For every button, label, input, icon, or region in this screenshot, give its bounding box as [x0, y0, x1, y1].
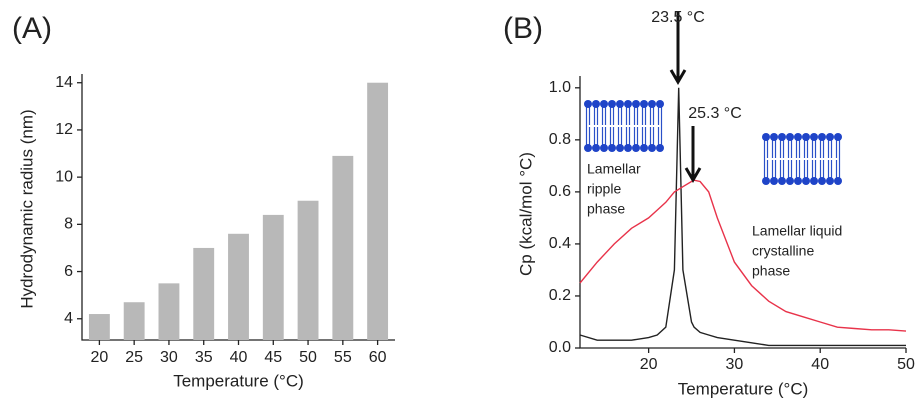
- bar: [228, 233, 249, 340]
- x-axis-label: Temperature (°C): [678, 379, 809, 398]
- annotation: crystalline: [752, 243, 814, 259]
- arrow-head: [684, 167, 702, 183]
- lipid-head: [632, 100, 640, 108]
- lipid-head: [624, 144, 632, 152]
- y-axis-label: Hydrodynamic radius (nm): [17, 109, 36, 308]
- y-tick-label: 1.0: [549, 79, 571, 96]
- lipid-head: [584, 144, 592, 152]
- arrow-head: [669, 69, 687, 85]
- lipid-head: [794, 177, 802, 185]
- x-tick-label: 30: [726, 356, 744, 373]
- lipid-head: [770, 133, 778, 141]
- panel-label: (A): [12, 12, 52, 45]
- lipid-head: [834, 133, 842, 141]
- y-tick-label: 0.8: [549, 131, 571, 148]
- lipid-head: [786, 133, 794, 141]
- lipid-head: [778, 177, 786, 185]
- y-tick-label: 0.0: [549, 339, 571, 356]
- lipid-head: [802, 177, 810, 185]
- bar: [88, 314, 110, 340]
- series-line: [579, 179, 907, 332]
- lipid-head: [592, 144, 600, 152]
- y-tick-label: 10: [55, 168, 73, 185]
- lipid-head: [794, 133, 802, 141]
- x-tick-label: 25: [125, 349, 143, 366]
- axes: [81, 74, 395, 341]
- x-tick-label: 40: [811, 356, 829, 373]
- lipid-head: [616, 100, 624, 108]
- lipid-head: [600, 144, 608, 152]
- annotation: Lamellar liquid: [752, 223, 842, 239]
- y-axis-label: Cp (kcal/mol °C): [516, 152, 535, 276]
- lipid-head: [656, 144, 664, 152]
- annotation: 23.5 °C: [651, 9, 705, 26]
- lipid-head: [762, 177, 770, 185]
- y-tick-label: 0.2: [549, 287, 571, 304]
- lipid-head: [818, 133, 826, 141]
- y-tick-label: 4: [64, 310, 73, 327]
- annotation: phase: [752, 263, 790, 279]
- lipid-head: [834, 177, 842, 185]
- bar: [193, 247, 215, 340]
- x-tick-label: 50: [299, 349, 317, 366]
- lipid-head: [608, 100, 616, 108]
- lipid-head: [810, 177, 818, 185]
- annotation: Lamellar: [587, 161, 641, 177]
- x-tick-label: 20: [90, 349, 108, 366]
- y-tick-label: 6: [64, 263, 73, 280]
- x-tick-label: 40: [230, 349, 248, 366]
- series-line: [579, 87, 906, 347]
- lipid-head: [802, 133, 810, 141]
- lipid-head: [640, 100, 648, 108]
- x-axis-label: Temperature (°C): [173, 371, 304, 390]
- lipid-head: [600, 100, 608, 108]
- lipid-head: [584, 100, 592, 108]
- lipid-head: [648, 100, 656, 108]
- lipid-head: [624, 100, 632, 108]
- lipid-head: [778, 133, 786, 141]
- x-tick-label: 30: [160, 349, 178, 366]
- annotation: 25.3 °C: [688, 105, 742, 122]
- x-tick-label: 45: [264, 349, 282, 366]
- bar: [297, 200, 319, 340]
- y-tick-label: 14: [55, 74, 73, 91]
- lipid-head: [608, 144, 616, 152]
- x-tick-label: 35: [195, 349, 213, 366]
- lipid-head: [616, 144, 624, 152]
- y-tick-label: 0.6: [549, 183, 571, 200]
- lipid-head: [826, 177, 834, 185]
- lipid-head: [640, 144, 648, 152]
- x-tick-label: 20: [640, 356, 658, 373]
- y-tick-label: 0.4: [549, 235, 571, 252]
- lipid-head: [648, 144, 656, 152]
- bilayer-icon: [762, 133, 842, 185]
- y-tick-label: 12: [55, 121, 73, 138]
- panel-label: (B): [503, 12, 543, 45]
- lipid-head: [810, 133, 818, 141]
- bar: [158, 283, 180, 340]
- bar: [123, 302, 145, 340]
- lipid-head: [656, 100, 664, 108]
- lipid-head: [592, 100, 600, 108]
- y-tick-label: 8: [64, 216, 73, 233]
- lipid-head: [770, 177, 778, 185]
- bar: [367, 82, 389, 341]
- bar: [332, 155, 354, 340]
- lipid-head: [786, 177, 794, 185]
- x-tick-label: 50: [897, 356, 915, 373]
- x-tick-label: 60: [369, 349, 387, 366]
- bilayer-icon: [584, 100, 664, 152]
- lipid-head: [632, 144, 640, 152]
- lipid-head: [818, 177, 826, 185]
- annotation: ripple: [587, 181, 621, 197]
- lipid-head: [826, 133, 834, 141]
- annotation: phase: [587, 201, 625, 217]
- bar: [262, 214, 284, 340]
- x-tick-label: 55: [334, 349, 352, 366]
- lipid-head: [762, 133, 770, 141]
